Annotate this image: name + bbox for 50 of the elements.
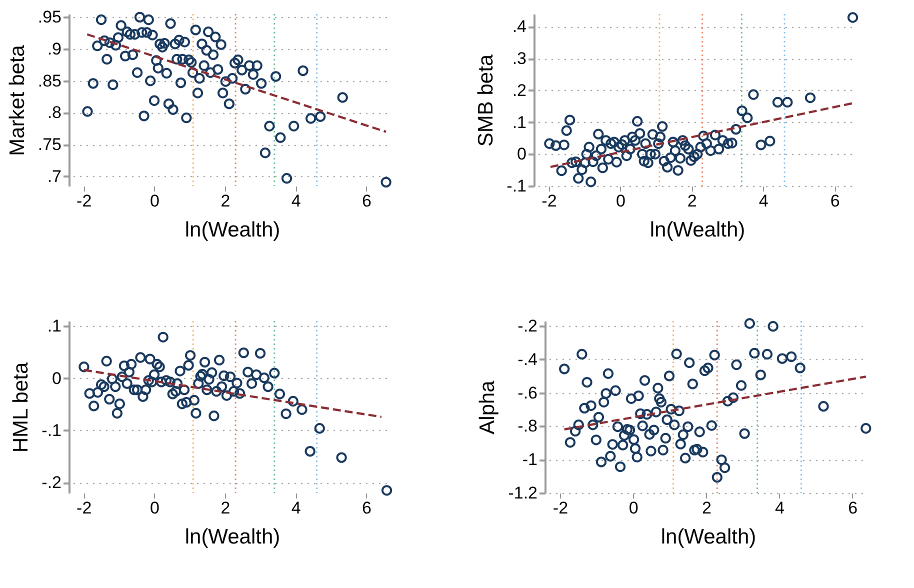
x-tick-label: 6	[830, 192, 840, 210]
x-tick-label: 0	[616, 192, 626, 210]
y-tick-label: .1	[47, 316, 62, 336]
x-axis-title: ln(Wealth)	[660, 526, 756, 548]
x-tick-label: 4	[775, 498, 785, 518]
y-tick-label: .4	[512, 17, 526, 36]
x-tick-label: 6	[848, 498, 858, 518]
x-tick-label: 2	[687, 192, 697, 210]
x-axis-title: ln(Wealth)	[650, 218, 746, 242]
y-axis-title: SMB beta	[474, 54, 498, 147]
x-tick-label: 6	[362, 192, 372, 210]
x-tick-label: -2	[76, 498, 92, 518]
y-axis-title: HML beta	[10, 362, 33, 453]
y-tick-label: .8	[47, 103, 62, 122]
y-axis-title: Alpha	[476, 380, 500, 434]
x-tick-label: -2	[542, 192, 557, 210]
x-tick-label: 2	[220, 192, 230, 210]
x-tick-label: -2	[552, 498, 568, 518]
y-tick-label: .2	[512, 80, 526, 100]
y-tick-label: .7	[47, 166, 62, 186]
x-tick-label: -2	[76, 192, 92, 210]
y-tick-label: -.4	[518, 350, 538, 369]
x-axis-title: ln(Wealth)	[184, 526, 280, 548]
x-tick-label: 2	[220, 498, 230, 518]
y-tick-label: .85	[38, 71, 62, 90]
x-tick-label: 0	[150, 498, 160, 518]
y-axis-title: Market beta	[6, 44, 29, 156]
y-tick-label: .75	[38, 135, 62, 154]
y-tick-label: -.2	[42, 473, 62, 492]
x-tick-label: 4	[291, 192, 301, 210]
x-tick-label: 4	[291, 498, 301, 518]
y-tick-label: -.8	[518, 416, 538, 436]
x-tick-label: 6	[362, 498, 372, 518]
y-tick-label: -.1	[506, 176, 526, 196]
y-tick-label: -.6	[518, 383, 538, 402]
x-tick-label: 4	[758, 192, 768, 210]
y-tick-label: -.1	[42, 420, 62, 440]
y-tick-label: -1	[522, 450, 538, 470]
x-tick-label: 0	[150, 192, 160, 210]
y-tick-label: 0	[517, 144, 526, 164]
y-tick-label: .9	[47, 40, 62, 59]
y-tick-label: -.2	[518, 316, 538, 336]
x-tick-label: 2	[702, 498, 712, 518]
y-tick-label: .1	[512, 112, 526, 132]
y-tick-label: -1.2	[508, 484, 538, 502]
x-axis-title: ln(Wealth)	[184, 218, 280, 242]
x-tick-label: 0	[628, 498, 638, 518]
y-tick-label: .3	[512, 49, 526, 68]
y-tick-label: .95	[38, 8, 62, 27]
y-tick-label: 0	[52, 368, 62, 388]
